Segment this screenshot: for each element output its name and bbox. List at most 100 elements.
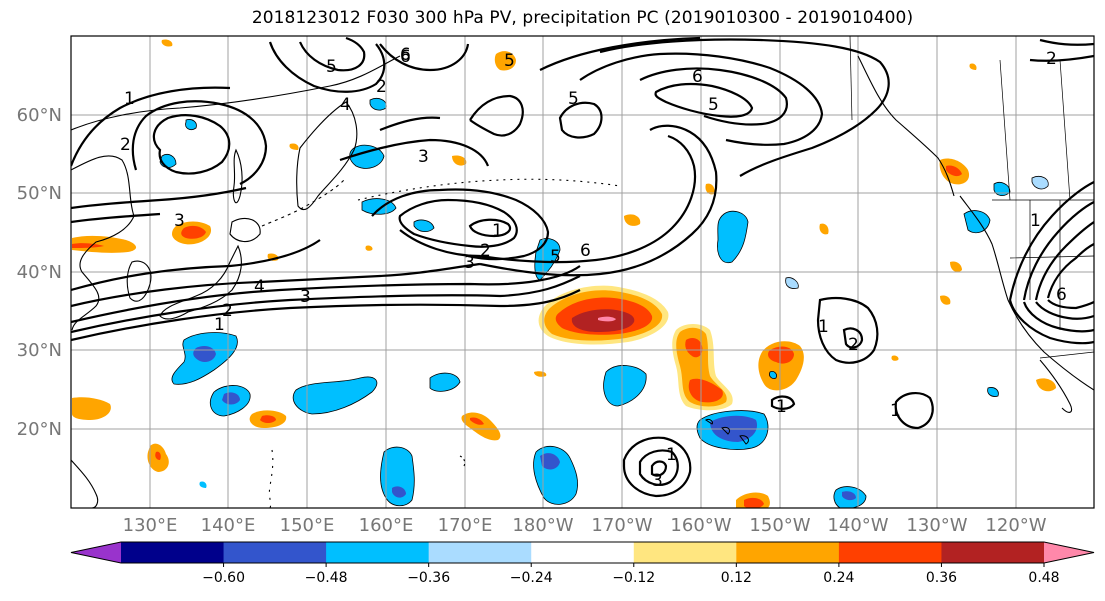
pv-contour [479, 124, 718, 277]
contour-label: 6 [400, 47, 411, 67]
pv-contour [1022, 301, 1094, 333]
contour-label: 1 [776, 397, 787, 417]
contour-label: 6 [400, 45, 411, 65]
contour-label: 1 [666, 445, 677, 465]
negative-anomaly-patches [159, 98, 1049, 508]
pv-contour [71, 289, 581, 342]
pv-contour [339, 138, 490, 167]
contour-label: 2 [222, 301, 233, 321]
pv-contour [1029, 54, 1094, 62]
pv-contour [71, 265, 581, 324]
hokkaido-coastline [229, 217, 261, 243]
pv-contour [468, 218, 512, 238]
lat-label-50: 50°N [17, 183, 62, 204]
pv-contour [894, 392, 934, 430]
pv-contour [71, 212, 161, 224]
pv-contour [479, 134, 697, 264]
contour-label: 5 [326, 57, 337, 77]
map-title: 2018123012 F030 300 hPa PV, precipitatio… [251, 8, 914, 28]
lat-label-40: 40°N [17, 262, 62, 283]
colorbar-segment [428, 542, 532, 563]
map-frame [70, 35, 1095, 509]
sakhalin-coastline [232, 148, 243, 204]
contour-label: 1 [124, 89, 135, 109]
kamchatka-coastline [296, 101, 358, 211]
lon-label: 180°W [512, 515, 573, 536]
precipitation-shading [72, 39, 1056, 508]
pv-contour [816, 297, 879, 364]
colorbar-segment [531, 542, 635, 563]
contour-label: 3 [464, 253, 475, 273]
colorbar: −0.60 −0.48 −0.36 −0.24 −0.12 0.12 0.24 0.36 0.4… [70, 541, 1095, 586]
pv-contour [1034, 221, 1094, 301]
colorbar-tick-label: 0.24 [823, 570, 854, 586]
contour-label: 5 [568, 89, 579, 109]
colorbar-tick-label: −0.48 [305, 570, 348, 586]
colorbar-segment [121, 542, 225, 563]
longitude-labels: 130°E 140°E 150°E 160°E 170°E 180°W 170°… [123, 515, 1047, 536]
colorbar-segments [70, 541, 1095, 564]
lon-label: 130°E [123, 515, 178, 536]
pv-contour [1039, 38, 1094, 46]
contour-label: 2 [1046, 49, 1057, 69]
colorbar-segment [223, 542, 327, 563]
lon-label: 160°W [670, 515, 731, 536]
colorbar-segment [941, 542, 1045, 563]
pv-contour [654, 82, 754, 118]
colorbar-tick-label: 0.36 [926, 570, 957, 586]
colorbar-tick-label: −0.12 [612, 570, 655, 586]
pv-contour [1047, 299, 1094, 310]
contour-label: 6 [580, 241, 591, 261]
colorbar-segment [736, 542, 840, 563]
colorbar-segment [633, 542, 737, 563]
contour-label: 6 [692, 67, 703, 87]
contour-label: 1 [214, 315, 225, 335]
lon-label: 130°W [906, 515, 967, 536]
colorbar-tick-label: −0.24 [510, 570, 553, 586]
contour-label: 2 [480, 241, 491, 261]
pv-contour [650, 460, 668, 477]
contour-label: 1 [1030, 211, 1041, 231]
pv-contour [1046, 243, 1094, 299]
coastlines [71, 55, 1094, 508]
pv-contour [71, 239, 321, 292]
colorbar-ticks [223, 563, 1045, 567]
contour-label: 2 [120, 135, 131, 155]
pv-contour [152, 114, 231, 175]
pv-contour [599, 38, 890, 177]
pv-contour [1035, 301, 1094, 320]
alaska-coastline [857, 55, 955, 197]
canada-province-lines [999, 59, 1071, 201]
positive-anomaly-patches [72, 39, 1056, 508]
pv-contour [639, 67, 788, 126]
colorbar-tick-label: −0.36 [407, 570, 450, 586]
contour-label: 3 [652, 471, 663, 491]
pv-contour [1008, 299, 1094, 345]
colorbar-tick-label: 0.12 [721, 570, 752, 586]
pv-contour [379, 43, 470, 72]
latitude-labels: 60°N 50°N 40°N 30°N 20°N [17, 105, 62, 440]
pv-contour [469, 94, 524, 137]
colorbar-extend-max [1044, 542, 1094, 563]
colorbar-extend-min [71, 542, 121, 563]
pv-contour [71, 186, 247, 210]
colorbar-tick-label: 0.48 [1028, 570, 1059, 586]
pv-contour [131, 100, 268, 185]
pv-contour [298, 36, 366, 72]
pv-contour [1008, 181, 1094, 301]
contour-label: 3 [174, 211, 185, 231]
korea-coastline [126, 260, 152, 302]
baja-coastline [1039, 359, 1073, 413]
contour-label: 2 [848, 335, 859, 355]
marshall-islands [459, 455, 466, 467]
colorbar-segment [838, 542, 942, 563]
colorbar-tick-label: −0.60 [202, 570, 245, 586]
north-asia-coast [71, 55, 401, 131]
pv-contour [71, 262, 481, 308]
pv-contour [371, 188, 550, 261]
contour-label: 2 [376, 77, 387, 97]
lat-label-20: 20°N [17, 419, 62, 440]
colorbar-tick-labels: −0.60 −0.48 −0.36 −0.24 −0.12 0.12 0.24 0.36 0.4… [202, 570, 1059, 586]
lon-label: 170°E [438, 515, 493, 536]
